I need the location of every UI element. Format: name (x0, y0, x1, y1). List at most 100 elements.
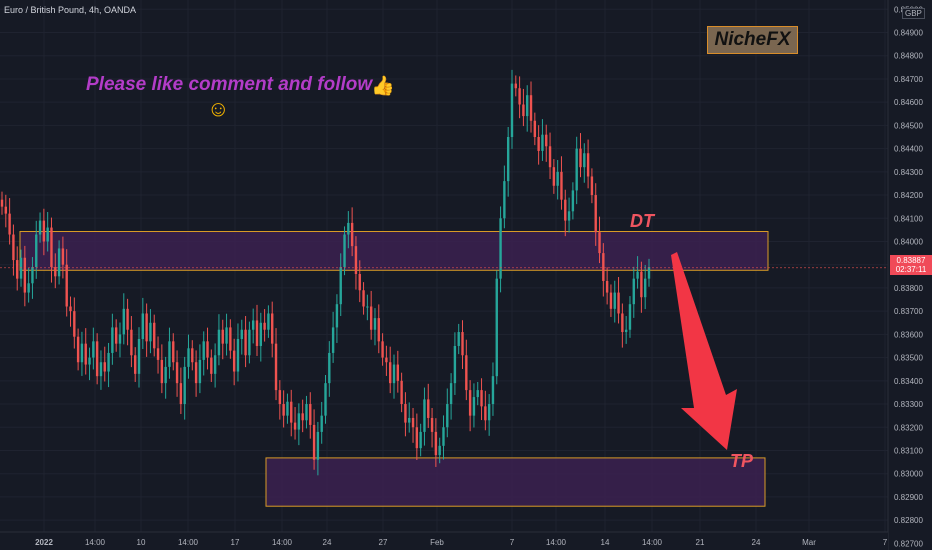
candle-body (613, 292, 616, 309)
candle-body (419, 431, 422, 449)
price-tick-label: 0.83200 (894, 423, 923, 432)
candle (286, 393, 289, 424)
candle (347, 211, 350, 249)
candle-body (495, 278, 498, 377)
price-tick-label: 0.84900 (894, 29, 923, 38)
price-tick-label: 0.82900 (894, 493, 923, 502)
candle (499, 206, 502, 293)
candle-body (175, 362, 179, 384)
price-tick-label: 0.84100 (894, 214, 923, 223)
candle-body (377, 318, 380, 342)
candle (134, 347, 137, 382)
price-tick-label: 0.83100 (894, 446, 923, 455)
candle (480, 378, 483, 421)
candle-body (137, 339, 141, 374)
candle (164, 356, 167, 399)
price-tick-label: 0.83300 (894, 400, 923, 409)
candle (244, 316, 247, 368)
candle (362, 282, 365, 315)
thumbs-up-icon: 👍 (371, 76, 395, 97)
candle-body (537, 137, 540, 151)
candle-body (400, 380, 403, 405)
candle-body (343, 234, 346, 268)
price-axis: 0.850000.849000.848000.847000.846000.845… (887, 0, 932, 550)
candle-body (598, 232, 601, 254)
candle (312, 409, 316, 470)
candle-body (221, 329, 224, 344)
candle-body (103, 362, 106, 372)
candle-body (354, 246, 358, 274)
candle-body (61, 248, 65, 265)
candle-body (278, 390, 282, 405)
overlay-layer (0, 252, 888, 450)
candle (114, 319, 118, 352)
time-tick-label: Feb (430, 538, 444, 547)
candle (510, 69, 514, 149)
candle-body (636, 271, 639, 279)
time-tick-label: Mar (802, 538, 816, 547)
time-axis-bg (0, 532, 888, 550)
price-tick-label: 0.84300 (894, 168, 923, 177)
candle (457, 323, 460, 355)
candle-body (526, 95, 529, 117)
candle-body (605, 280, 609, 293)
candle (377, 304, 380, 354)
candle (575, 136, 578, 205)
candle (465, 339, 468, 401)
candle (50, 217, 53, 283)
candle-body (187, 348, 190, 367)
candle (46, 212, 49, 252)
candle-body (510, 83, 514, 137)
candle-body (643, 278, 647, 298)
candle-body (229, 327, 232, 351)
time-tick-label: 17 (231, 538, 240, 547)
candle-body (255, 320, 259, 346)
candle (118, 322, 122, 358)
candle-body (50, 227, 53, 268)
candle-body (57, 248, 61, 277)
candle-body (8, 213, 11, 235)
candle (442, 415, 445, 460)
price-tick-label: 0.84200 (894, 191, 923, 200)
candle (385, 345, 388, 376)
candle-body (73, 311, 76, 337)
candle-body (571, 190, 575, 212)
brand-label: NicheFX (707, 26, 798, 54)
candle-body (99, 362, 103, 377)
candle (320, 401, 323, 444)
candle (95, 333, 99, 385)
candle (427, 383, 430, 428)
candle-body (499, 218, 502, 279)
candle-body (84, 343, 87, 365)
candle (76, 328, 80, 371)
candle (232, 338, 236, 386)
candle-body (153, 322, 156, 349)
candle-body (465, 355, 468, 391)
candle-body (134, 355, 137, 374)
double-top-label: DT (630, 211, 654, 231)
candle-series (0, 69, 651, 476)
candle (373, 308, 377, 346)
candle-body (347, 222, 350, 235)
candle (617, 277, 620, 324)
candle (602, 243, 605, 297)
candle-body (118, 334, 122, 344)
candle (408, 402, 411, 433)
candle-body (172, 341, 175, 363)
candle (57, 240, 61, 285)
candle-body (484, 406, 487, 421)
candle-body (621, 313, 624, 333)
candle-body (324, 383, 327, 416)
candle (598, 216, 601, 264)
candle-body (541, 134, 544, 151)
candle-body (392, 364, 396, 384)
candle (529, 81, 533, 133)
candle-body (95, 341, 99, 377)
candle (533, 112, 537, 146)
candle-body (461, 332, 464, 356)
candle-body (210, 357, 213, 374)
candle (628, 296, 632, 338)
symbol-title[interactable]: Euro / British Pound, 4h, OANDA (4, 5, 137, 15)
candle (217, 314, 221, 366)
candle (548, 132, 552, 180)
